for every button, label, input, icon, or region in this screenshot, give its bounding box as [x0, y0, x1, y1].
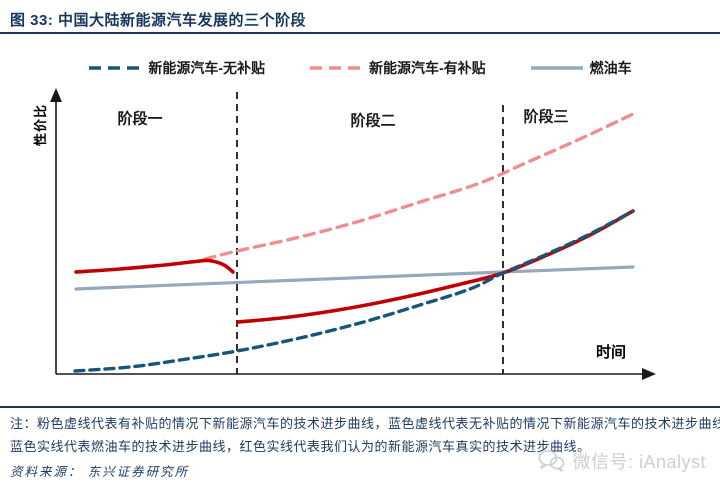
series-curve-新能源汽车-无补贴	[73, 209, 635, 373]
series-curve-新能源汽车真实的技术进步曲线-seg1	[74, 258, 235, 274]
stage-label-阶段一: 阶段一	[117, 110, 163, 128]
legend-item-新能源汽车-有补贴: 新能源汽车-有补贴	[309, 58, 486, 78]
dashed-line-swatch-icon	[89, 66, 142, 70]
legend-label: 燃油车	[589, 60, 632, 76]
footer-divider-line	[0, 406, 720, 408]
figure-title: 图 33: 中国大陆新能源汽车发展的三个阶段	[10, 12, 307, 29]
note-line-1: 注：粉色虚线代表有补贴的情况下新能源汽车的技术进步曲线，蓝色虚线代表无补贴的情况…	[10, 416, 720, 431]
dashed-line-swatch-icon	[310, 66, 362, 70]
solid-line-swatch-icon	[530, 66, 583, 70]
y-axis-arrowhead	[50, 88, 62, 102]
chart-legend: 新能源汽车-无补贴 新能源汽车-有补贴 燃油车	[0, 55, 720, 81]
stage-label-阶段二: 阶段二	[350, 112, 396, 130]
x-axis-label: 时间	[596, 344, 627, 361]
x-axis-arrowhead	[642, 368, 656, 380]
watermark: 微信号: iAnalyst	[537, 448, 706, 474]
title-divider-line	[0, 32, 720, 34]
series-curve-燃油车	[74, 265, 635, 291]
legend-item-燃油车: 燃油车	[530, 58, 632, 78]
series-curve-新能源汽车-有补贴	[203, 112, 635, 261]
source-attribution: 资料来源： 东兴证券研究所	[10, 465, 190, 479]
legend-label: 新能源汽车-无补贴	[148, 60, 265, 76]
legend-label: 新能源汽车-有补贴	[369, 60, 486, 76]
legend-item-新能源汽车-无补贴: 新能源汽车-无补贴	[88, 58, 265, 78]
series-curve-新能源汽车真实的技术进步曲线-seg2	[236, 209, 635, 324]
stage-label-阶段三: 阶段三	[523, 108, 569, 126]
y-axis-label: 性价比	[33, 104, 48, 147]
watermark-text: 微信号: iAnalyst	[572, 452, 706, 472]
chart-canvas	[50, 88, 656, 380]
wechat-icon	[539, 450, 565, 472]
note-line-2: 蓝色实线代表燃油车的技术进步曲线，红色实线代表我们认为的新能源汽车真实的技术进步…	[10, 439, 591, 454]
